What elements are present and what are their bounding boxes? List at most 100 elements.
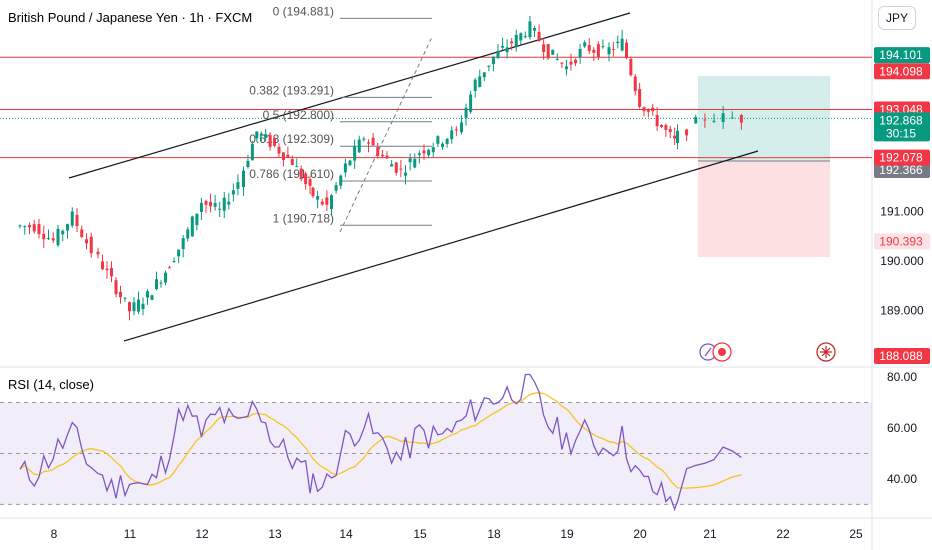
candle-body — [487, 65, 491, 67]
candle-body — [56, 228, 60, 246]
candle-body — [436, 136, 440, 144]
candle-body — [564, 66, 568, 70]
candle-body — [464, 107, 468, 118]
candle-body — [408, 158, 412, 163]
horizontal-lines[interactable] — [0, 56, 872, 159]
candle-body — [146, 291, 149, 298]
candle-body — [320, 201, 324, 205]
candle-body — [533, 28, 536, 31]
candlestick-series — [18, 15, 743, 321]
candle-body — [362, 138, 366, 140]
candle-body — [250, 143, 254, 161]
candle-body — [523, 36, 527, 38]
candle-body — [66, 224, 69, 231]
rsi-axis: 80.00 60.00 40.00 — [887, 370, 917, 486]
candle-body — [218, 208, 222, 210]
candle-body — [739, 115, 743, 123]
time-tick: 20 — [633, 527, 647, 541]
candle-body — [460, 122, 463, 133]
candle-body — [367, 142, 370, 144]
candle-body — [673, 135, 677, 139]
candle-body — [422, 150, 426, 154]
candle-body — [308, 179, 312, 186]
candle-body — [629, 58, 633, 76]
channel-upper-line[interactable] — [68, 12, 631, 179]
candle-body — [213, 202, 217, 207]
candle-body — [660, 124, 663, 127]
candle-body — [592, 49, 596, 53]
candle-body — [431, 147, 435, 153]
candle-body — [85, 239, 88, 244]
time-tick: 12 — [195, 527, 209, 541]
channel-lower-line[interactable] — [123, 150, 759, 342]
candle-body — [61, 230, 65, 235]
fib-label-0.5: 0.5 (192.800) — [263, 108, 334, 122]
candle-body — [164, 272, 167, 283]
candle-body — [304, 173, 308, 185]
candle-body — [259, 133, 263, 136]
time-tick: 25 — [849, 527, 863, 541]
time-axis[interactable]: 8 11 12 13 14 15 18 19 20 21 22 25 — [51, 527, 863, 541]
time-tick: 14 — [339, 527, 353, 541]
candle-body — [616, 41, 620, 44]
record-icon[interactable] — [712, 342, 732, 362]
candle-body — [222, 197, 226, 211]
fib-retracement[interactable]: 0 (194.881) 0.382 (193.291) 0.5 (192.800) 0… — [249, 4, 432, 226]
candle-body — [651, 107, 655, 112]
candle-body — [578, 49, 582, 58]
candle-body — [478, 76, 482, 87]
candle-body — [181, 238, 185, 250]
candle-body — [642, 107, 646, 112]
candle-body — [159, 282, 163, 284]
candle-body — [417, 153, 421, 155]
time-tick: 8 — [51, 527, 58, 541]
candle-body — [42, 233, 46, 240]
stop-loss-zone[interactable] — [698, 161, 830, 257]
candle-body — [141, 303, 145, 310]
price-tick: 189.000 — [880, 304, 924, 318]
candle-body — [445, 138, 449, 145]
candle-body — [18, 225, 22, 227]
price-label-bg — [874, 125, 930, 142]
candle-body — [620, 38, 624, 51]
candle-body — [574, 59, 578, 64]
price-axis[interactable]: 191.000 190.000 189.000 — [880, 204, 924, 317]
price-label: 188.088 — [879, 349, 923, 363]
rsi-band-lines — [0, 402, 872, 505]
candle-body — [676, 130, 679, 143]
candle-body — [569, 61, 573, 65]
time-tick: 22 — [776, 527, 790, 541]
candle-body — [371, 137, 375, 146]
time-tick: 19 — [560, 527, 574, 541]
candle-body — [23, 226, 27, 228]
currency-button[interactable]: JPY — [878, 6, 916, 30]
price-label: 194.098 — [879, 64, 923, 78]
chart-title: British Pound / Japanese Yen · 1h · FXCM — [8, 10, 252, 25]
candle-body — [542, 44, 546, 53]
price-label: 190.393 — [879, 234, 923, 248]
candle-body — [607, 47, 611, 55]
candle-body — [286, 154, 290, 158]
candle-body — [231, 190, 235, 195]
candle-body — [482, 72, 486, 78]
candle-body — [510, 41, 514, 44]
candle-body — [80, 229, 84, 238]
price-label-bg — [874, 162, 930, 178]
candle-body — [186, 229, 190, 239]
candle-body — [664, 125, 668, 130]
candle-body — [246, 160, 250, 168]
price-tick: 191.000 — [880, 204, 924, 218]
candle-body — [195, 213, 199, 226]
candle-body — [105, 268, 109, 271]
candle-body — [137, 299, 140, 312]
candle-body — [128, 302, 131, 312]
candle-body — [685, 129, 689, 136]
candle-body — [721, 113, 725, 122]
price-label-bg — [874, 348, 930, 364]
candle-body — [101, 261, 104, 270]
price-label: 192.078 — [879, 151, 923, 165]
candle-body — [348, 160, 352, 166]
candle-body — [638, 88, 642, 107]
candle-body — [469, 94, 473, 112]
